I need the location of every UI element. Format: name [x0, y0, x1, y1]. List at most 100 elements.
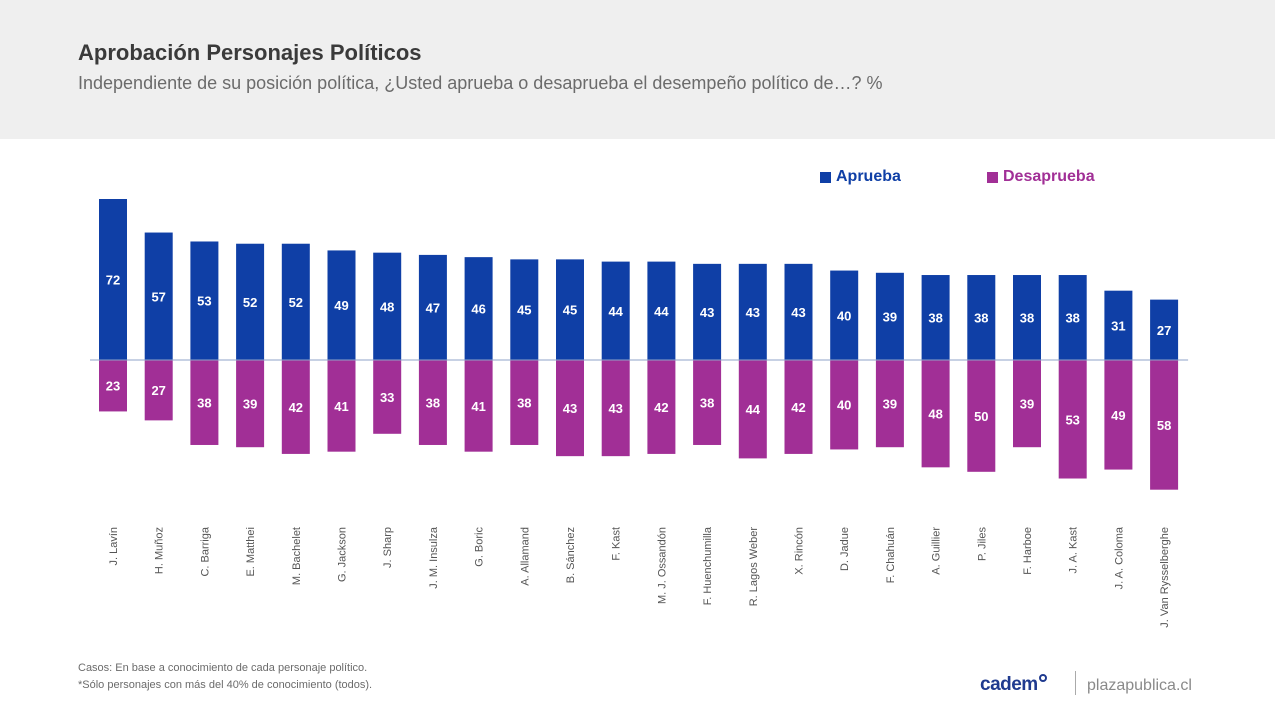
- bar-aprueba: [1058, 275, 1087, 360]
- data-label-aprueba: 52: [289, 295, 303, 310]
- data-label-desaprueba: 40: [837, 398, 851, 413]
- data-label-desaprueba: 23: [106, 379, 120, 394]
- category-label: J. A. Kast: [1068, 527, 1080, 573]
- bar-desaprueba: [738, 360, 767, 459]
- data-label-aprueba: 43: [791, 305, 805, 320]
- data-label-desaprueba: 41: [471, 399, 485, 414]
- bar-desaprueba: [875, 360, 904, 448]
- category-label: J. Sharp: [382, 527, 394, 568]
- data-label-desaprueba: 50: [974, 409, 988, 424]
- data-label-aprueba: 72: [106, 273, 120, 288]
- data-label-desaprueba: 42: [654, 400, 668, 415]
- data-label-desaprueba: 38: [426, 395, 440, 410]
- data-label-aprueba: 39: [883, 309, 897, 324]
- bar-aprueba: [464, 257, 493, 360]
- bar-desaprueba: [464, 360, 493, 452]
- bar-aprueba: [144, 232, 173, 360]
- footnote-cases: Casos: En base a conocimiento de cada pe…: [78, 662, 368, 674]
- bar-desaprueba: [99, 360, 127, 412]
- data-label-aprueba: 49: [334, 298, 348, 313]
- bar-desaprueba: [373, 360, 402, 434]
- legend-swatch-aprueba: [820, 171, 831, 183]
- data-label-desaprueba: 42: [791, 400, 805, 415]
- cadem-logo: cadem: [980, 674, 1047, 696]
- bar-desaprueba: [693, 360, 722, 445]
- bar-desaprueba: [510, 360, 539, 445]
- data-label-aprueba: 48: [380, 299, 394, 314]
- bar-aprueba: [693, 263, 722, 360]
- data-label-aprueba: 38: [1065, 311, 1079, 326]
- category-label: J. A. Coloma: [1113, 526, 1125, 589]
- bar-desaprueba: [556, 360, 584, 457]
- category-label: F. Harboe: [1022, 527, 1034, 575]
- legend-item-aprueba: Aprueba: [820, 168, 901, 186]
- bar-aprueba: [556, 259, 584, 360]
- data-label-aprueba: 38: [928, 311, 942, 326]
- category-label: M. Bachelet: [291, 527, 303, 585]
- category-label: A. Guillier: [931, 527, 943, 575]
- legend-label-aprueba: Aprueba: [836, 168, 901, 185]
- bar-desaprueba: [144, 360, 173, 421]
- legend-label-desaprueba: Desaprueba: [1003, 168, 1095, 185]
- category-label: R. Lagos Weber: [748, 527, 760, 607]
- data-label-desaprueba: 44: [746, 402, 761, 417]
- footer-divider: [1075, 671, 1076, 695]
- bar-aprueba: [236, 243, 265, 360]
- data-label-aprueba: 43: [746, 305, 760, 320]
- bar-desaprueba: [1013, 360, 1041, 448]
- data-label-desaprueba: 43: [563, 401, 577, 416]
- bar-aprueba: [875, 272, 904, 360]
- category-label: F. Kast: [611, 527, 623, 561]
- data-label-desaprueba: 38: [700, 395, 714, 410]
- header-band: [0, 0, 1275, 139]
- category-label: J. M. Insulza: [428, 526, 440, 589]
- bar-aprueba: [190, 241, 219, 360]
- data-label-desaprueba: 53: [1065, 412, 1079, 427]
- category-label: A. Allamand: [519, 527, 531, 586]
- category-label: F. Chahuán: [885, 527, 897, 583]
- data-label-aprueba: 38: [974, 311, 988, 326]
- data-label-aprueba: 43: [700, 305, 714, 320]
- data-label-aprueba: 40: [837, 308, 851, 323]
- legend-swatch-desaprueba: [987, 171, 998, 183]
- category-label: X. Rincón: [794, 527, 806, 575]
- bar-desaprueba: [281, 360, 310, 454]
- bar-aprueba: [510, 259, 539, 360]
- category-label: H. Muñoz: [154, 527, 166, 574]
- category-label: E. Matthei: [245, 527, 257, 577]
- bar-aprueba: [738, 263, 767, 360]
- data-label-aprueba: 45: [563, 303, 577, 318]
- data-label-desaprueba: 39: [1020, 397, 1034, 412]
- bar-desaprueba: [236, 360, 265, 448]
- bar-desaprueba: [1104, 360, 1133, 470]
- data-label-aprueba: 27: [1157, 323, 1171, 338]
- data-label-aprueba: 52: [243, 295, 257, 310]
- bar-desaprueba: [967, 360, 996, 472]
- legend-item-desaprueba: Desaprueba: [987, 168, 1095, 186]
- data-label-aprueba: 44: [654, 304, 669, 319]
- category-label: D. Jadue: [839, 527, 851, 571]
- bar-desaprueba: [418, 360, 447, 445]
- category-label: B. Sánchez: [565, 527, 577, 583]
- bar-desaprueba: [1150, 360, 1179, 490]
- bar-aprueba: [967, 275, 996, 360]
- bar-desaprueba: [647, 360, 676, 454]
- data-label-aprueba: 44: [608, 304, 623, 319]
- bar-aprueba: [830, 270, 859, 360]
- data-label-desaprueba: 58: [1157, 418, 1171, 433]
- bar-desaprueba: [327, 360, 356, 452]
- data-label-aprueba: 57: [151, 289, 165, 304]
- data-label-desaprueba: 48: [928, 407, 942, 422]
- data-label-aprueba: 31: [1111, 318, 1125, 333]
- data-label-desaprueba: 43: [608, 401, 622, 416]
- category-label: G. Jackson: [337, 527, 349, 582]
- site-url: plazapublica.cl: [1087, 677, 1192, 694]
- data-label-aprueba: 38: [1020, 311, 1034, 326]
- category-label: J. Van Rysselberghe: [1159, 527, 1171, 628]
- data-label-desaprueba: 33: [380, 390, 394, 405]
- data-label-aprueba: 53: [197, 294, 211, 309]
- category-label: J. Lavín: [108, 527, 120, 566]
- data-label-desaprueba: 38: [197, 395, 211, 410]
- bar-desaprueba: [784, 360, 813, 454]
